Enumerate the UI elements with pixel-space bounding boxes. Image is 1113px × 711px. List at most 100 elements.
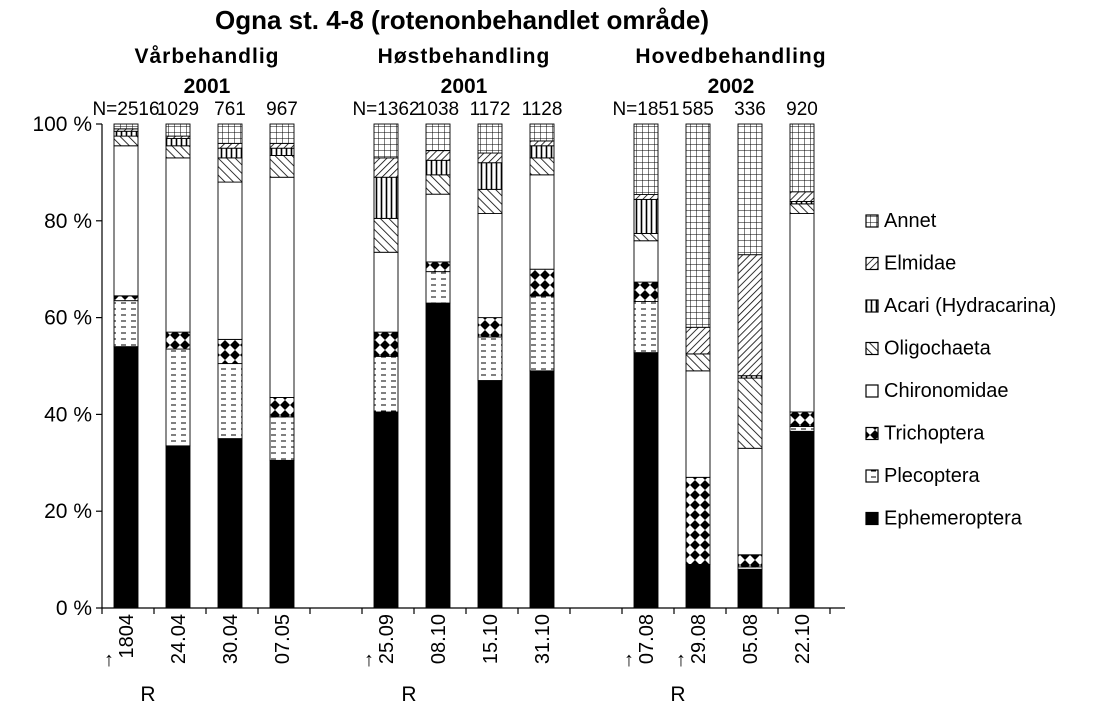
legend-swatch (865, 341, 879, 356)
legend-label: Elmidae (884, 253, 956, 275)
bar-segment-chironomidae (477, 213, 503, 319)
legend-swatch (865, 256, 879, 271)
x-date-label: 05.08 (740, 614, 762, 664)
bar-segment-elmidae (425, 150, 451, 161)
legend-item: Oligochaeta (865, 338, 992, 360)
n-label: N=1362 (352, 99, 419, 120)
bar-segment-elmidae (529, 140, 555, 147)
bar-segment-trichoptera (373, 331, 399, 357)
bar-segment-annet (425, 123, 451, 152)
treatment-arrow: ↑ (364, 649, 374, 671)
bar-segment-elmidae (789, 191, 815, 202)
n-label: 920 (786, 99, 818, 120)
bar-segment-oligochaeta (373, 217, 399, 253)
y-tick-label: 60 % (44, 307, 92, 330)
bar-segment-chironomidae (685, 370, 711, 478)
bar-segment-trichoptera (737, 554, 763, 568)
bar-segment-ephemeroptera (217, 438, 243, 609)
y-tick-label: 100 % (32, 113, 92, 136)
legend-item: Annet (865, 210, 937, 232)
bar-segment-annet (113, 123, 139, 130)
bar-segment-acari (269, 147, 295, 156)
x-date-label: 08.10 (428, 614, 450, 664)
n-label: N=1851 (612, 99, 679, 120)
bar-segment-plecoptera (529, 295, 555, 372)
bar-segment-oligochaeta (165, 145, 191, 159)
legend-item: Trichoptera (865, 423, 985, 445)
bar-segment-ephemeroptera (685, 563, 711, 609)
bar-segment-ephemeroptera (113, 346, 139, 609)
bar-31.10 (529, 123, 555, 609)
x-date-label: 31.10 (532, 614, 554, 664)
y-tick-label: 0 % (56, 597, 92, 620)
bar-segment-chironomidae (113, 145, 139, 297)
legend-swatch (865, 299, 879, 313)
x-date-label: 22.10 (792, 614, 814, 664)
bar-segment-trichoptera (529, 268, 555, 297)
bar-segment-trichoptera (217, 338, 243, 365)
legend-swatch (865, 426, 879, 441)
bar-segment-chironomidae (789, 213, 815, 413)
legend-swatch (865, 469, 879, 483)
bar-segment-acari (217, 147, 243, 159)
bar-segment-ephemeroptera (477, 380, 503, 609)
bar-segment-ephemeroptera (165, 445, 191, 609)
bar-segment-annet (373, 123, 399, 159)
bar-segment-ephemeroptera (269, 459, 295, 609)
bar-segment-trichoptera (113, 295, 139, 302)
x-date-label: 29.08 (688, 614, 710, 664)
bar-1804 (113, 123, 139, 609)
chart-title: Ogna st. 4-8 (rotenonbehandlet område) (215, 5, 709, 35)
bar-30.04 (217, 123, 243, 609)
bar-segment-trichoptera (165, 331, 191, 350)
bar-segment-chironomidae (529, 174, 555, 270)
bar-segment-ephemeroptera (633, 352, 659, 609)
treatment-arrow: ↑ (624, 649, 634, 671)
bar-segment-plecoptera (789, 426, 815, 432)
legend-swatch (865, 511, 879, 526)
group-label: Vårbehandlig (134, 45, 279, 68)
bar-segment-acari (529, 145, 555, 159)
bar-segment-elmidae (217, 142, 243, 149)
bar-segment-annet (269, 123, 295, 144)
bar-segment-oligochaeta (269, 155, 295, 178)
bar-segment-chironomidae (425, 193, 451, 263)
legend-label: Ephemeroptera (884, 508, 1023, 530)
treatment-arrow: ↑ (104, 649, 114, 671)
n-label: 1128 (522, 99, 563, 120)
legend-item: Chironomidae (865, 380, 1009, 402)
bar-segment-plecoptera (217, 363, 243, 440)
bar-segment-oligochaeta (737, 377, 763, 449)
legend-item: Acari (Hydracarina) (865, 295, 1056, 317)
n-label: 585 (682, 99, 714, 120)
treatment-label: R (670, 683, 685, 706)
bar-05.08 (737, 123, 763, 609)
legend-label: Trichoptera (884, 423, 985, 445)
bar-segment-elmidae (685, 326, 711, 355)
legend-label: Chironomidae (884, 380, 1009, 402)
treatment-label: R (401, 683, 416, 706)
bar-segment-annet (165, 123, 191, 137)
bar-segment-oligochaeta (477, 188, 503, 214)
bar-segment-oligochaeta (217, 157, 243, 183)
bar-25.09 (373, 123, 399, 609)
bar-segment-acari (373, 176, 399, 219)
bar-segment-trichoptera (685, 476, 711, 565)
bar-segment-oligochaeta (425, 174, 451, 195)
treatment-label: R (140, 683, 155, 706)
group-year: 2001 (184, 75, 231, 98)
bar-segment-plecoptera (425, 271, 451, 304)
legend-label: Plecoptera (884, 465, 980, 487)
x-date-label: 07.08 (636, 614, 658, 664)
legend-label: Acari (Hydracarina) (884, 295, 1056, 317)
bar-segment-trichoptera (269, 397, 295, 418)
n-label: 1172 (470, 99, 511, 120)
bar-segment-acari (633, 198, 659, 234)
group-year: 2001 (441, 75, 488, 98)
legend-swatch (865, 214, 879, 228)
n-label: 336 (734, 99, 766, 120)
n-label: N=2516 (92, 99, 159, 120)
treatment-arrow: ↑ (676, 649, 686, 671)
y-tick-label: 80 % (44, 210, 92, 233)
x-date-label: 15.10 (480, 614, 502, 664)
